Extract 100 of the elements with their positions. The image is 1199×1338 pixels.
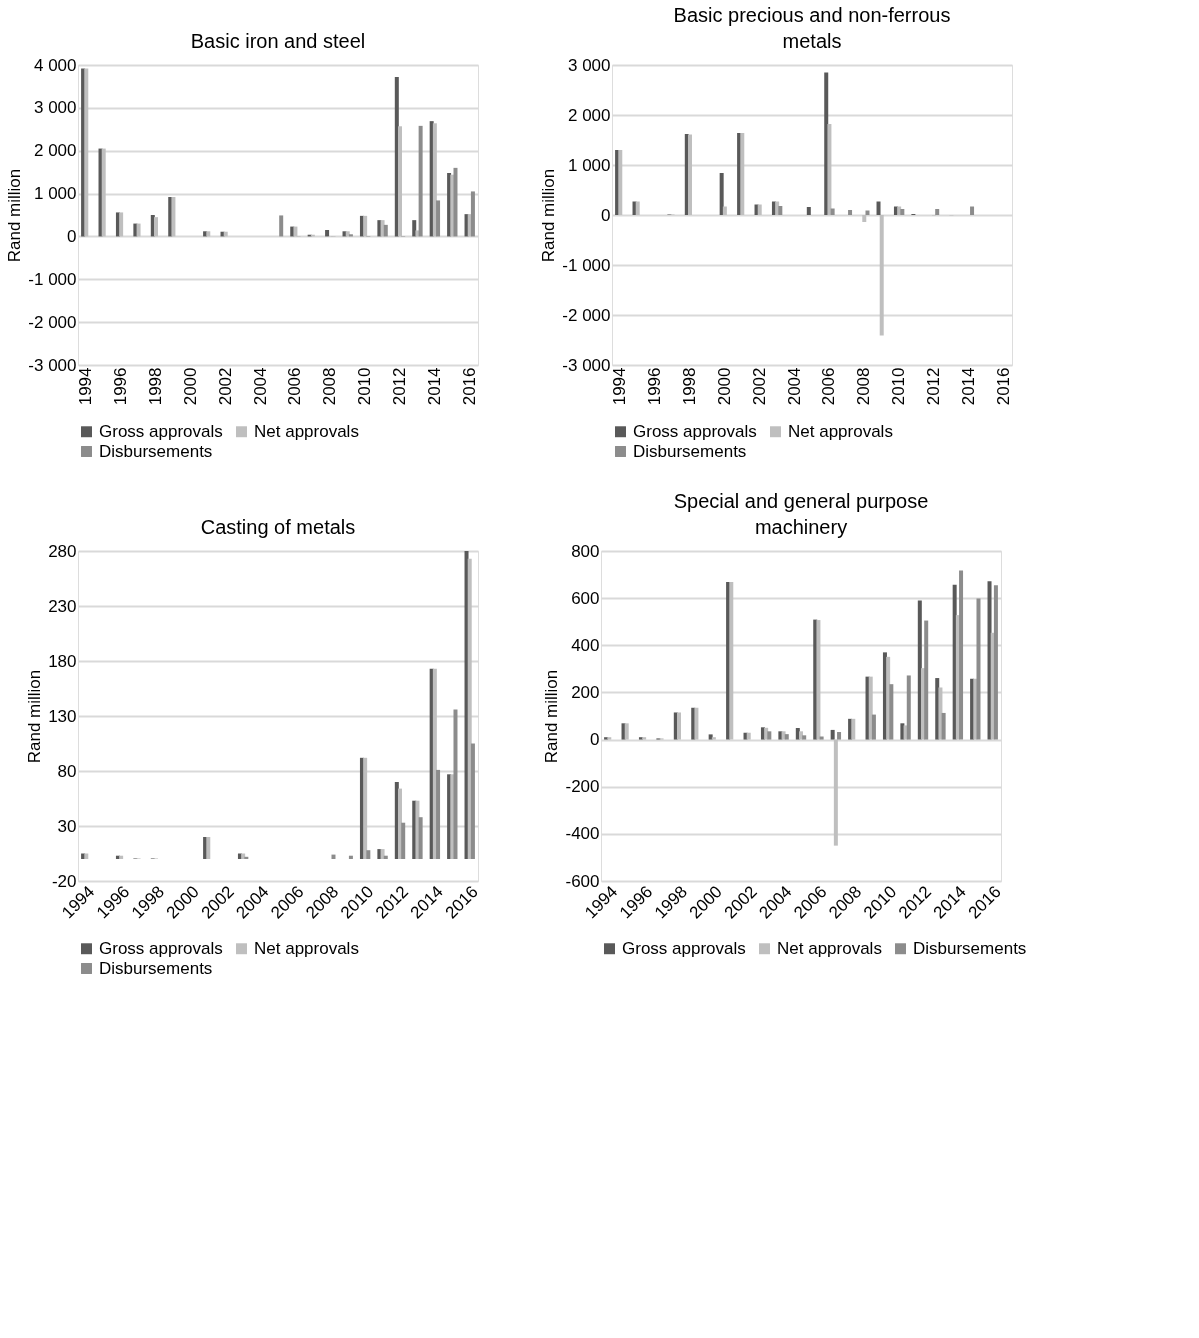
- y-tick-label: 600: [571, 588, 600, 608]
- y-tick-label: 4 000: [33, 55, 77, 75]
- legend-label: Net approvals: [254, 421, 359, 441]
- bar: [889, 684, 894, 740]
- bar: [830, 208, 835, 215]
- bar: [470, 191, 475, 237]
- y-tick-label: 2 000: [33, 141, 77, 161]
- bar: [799, 731, 803, 740]
- y-tick-label: -1 000: [28, 269, 77, 289]
- y-tick-label: 800: [571, 541, 600, 561]
- bar: [935, 209, 940, 215]
- bar: [767, 731, 772, 740]
- bar: [688, 134, 692, 215]
- y-tick-label: 230: [48, 596, 77, 616]
- y-tick-label: 200: [571, 682, 600, 702]
- y-tick-label: 80: [57, 761, 77, 781]
- bar: [871, 714, 876, 740]
- bar: [453, 167, 458, 237]
- x-tick-label: 1996: [111, 367, 131, 406]
- bar: [436, 769, 441, 859]
- x-tick-label: 1994: [610, 367, 630, 406]
- bar: [325, 230, 330, 237]
- legend-label: Net approvals: [777, 938, 882, 958]
- x-tick-label: 2006: [819, 367, 839, 406]
- bar: [119, 855, 124, 859]
- bar: [383, 224, 388, 237]
- y-tick-label: 2 000: [567, 105, 611, 125]
- bar: [366, 850, 371, 859]
- y-tick-label: -2 000: [28, 312, 77, 332]
- y-tick-label: 1 000: [567, 155, 611, 175]
- bar: [837, 732, 842, 740]
- bar: [959, 570, 964, 740]
- bar: [879, 215, 884, 336]
- bar: [862, 215, 867, 222]
- bar: [993, 585, 998, 740]
- chart-title: Basic precious and non-ferrous metals: [673, 4, 951, 52]
- bar: [154, 217, 158, 237]
- x-tick-label: 2010: [355, 367, 375, 406]
- y-tick-label: -1 000: [562, 255, 611, 275]
- y-tick-label: -600: [565, 871, 600, 891]
- y-tick-label: 1 000: [33, 184, 77, 204]
- bar: [906, 675, 911, 740]
- x-tick-label: 2002: [749, 367, 769, 406]
- bar: [938, 687, 943, 740]
- bar: [802, 735, 807, 740]
- y-tick-label: 30: [57, 816, 77, 836]
- x-tick-label: 2006: [285, 367, 305, 406]
- bar: [970, 206, 975, 215]
- bar: [418, 125, 423, 237]
- y-tick-label: -2 000: [562, 305, 611, 325]
- bar: [806, 207, 811, 215]
- bar: [398, 126, 402, 237]
- x-tick-label: 1996: [645, 367, 665, 406]
- chart-title: Special and general purpose machinery: [673, 490, 929, 538]
- x-tick-label: 2002: [215, 367, 235, 406]
- x-tick-label: 2012: [924, 367, 943, 406]
- chart-title: Casting of metals: [200, 516, 356, 538]
- x-tick-label: 2000: [714, 367, 734, 406]
- y-tick-label: 0: [67, 226, 77, 246]
- bar: [876, 201, 881, 215]
- x-tick-label: 2012: [390, 367, 409, 406]
- x-tick-label: 2000: [180, 367, 200, 406]
- y-tick-label: -200: [565, 777, 600, 797]
- y-axis-title: Rand million: [542, 669, 562, 764]
- legend-label: Gross approvals: [633, 421, 757, 441]
- bar: [119, 212, 124, 237]
- bar: [819, 736, 824, 740]
- x-tick-label: 2004: [250, 367, 270, 406]
- x-tick-label: 2004: [784, 367, 804, 406]
- y-tick-label: 0: [601, 205, 611, 225]
- x-tick-label: 2016: [993, 367, 1013, 406]
- x-tick-label: 2016: [459, 367, 479, 406]
- legend-label: Disbursements: [99, 441, 213, 461]
- bar: [941, 712, 946, 740]
- legend-label: Gross approvals: [622, 938, 746, 958]
- x-tick-label: 2014: [958, 367, 978, 406]
- y-axis-title: Rand million: [5, 168, 25, 263]
- bar: [778, 206, 783, 215]
- y-axis-title: Rand million: [25, 669, 45, 764]
- bar: [363, 757, 368, 859]
- y-tick-label: 130: [48, 706, 77, 726]
- bar: [467, 558, 472, 859]
- legend-label: Net approvals: [788, 421, 893, 441]
- x-tick-label: 2008: [320, 367, 340, 406]
- y-tick-label: 0: [590, 730, 600, 750]
- bar: [383, 855, 388, 859]
- legend-label: Net approvals: [254, 938, 359, 958]
- y-tick-label: 3 000: [33, 98, 77, 118]
- legend-label: Disbursements: [913, 938, 1027, 958]
- x-tick-label: 1998: [680, 367, 699, 406]
- bar: [677, 712, 681, 740]
- bar: [348, 855, 353, 859]
- bar: [415, 230, 420, 237]
- bar: [453, 709, 458, 859]
- legend-label: Gross approvals: [99, 938, 223, 958]
- bar: [470, 743, 475, 859]
- x-tick-label: 2010: [889, 367, 909, 406]
- legend-label: Disbursements: [99, 958, 213, 978]
- bar: [830, 729, 835, 740]
- bar: [363, 215, 368, 237]
